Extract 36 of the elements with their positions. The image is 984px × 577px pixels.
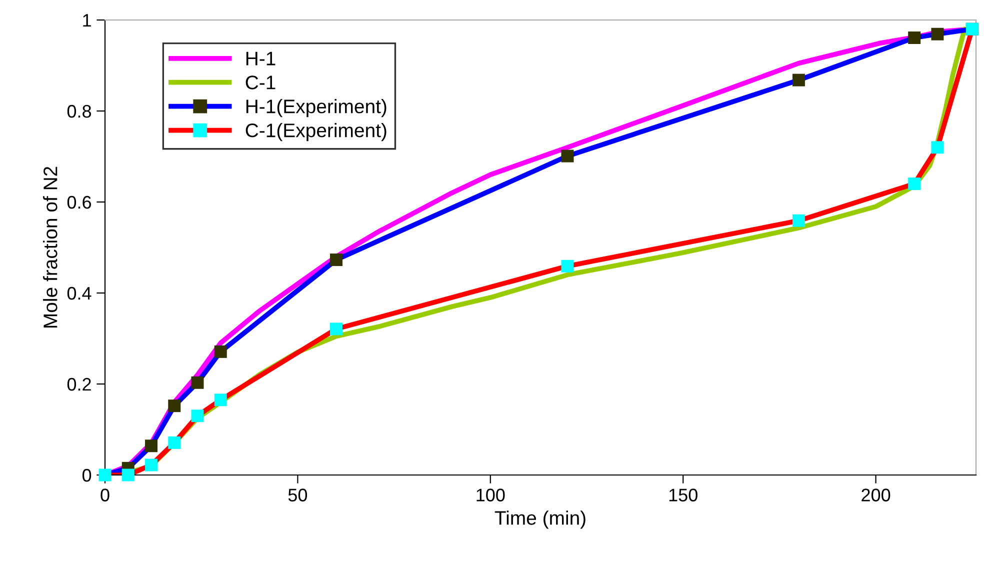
x-tick-label: 150 — [669, 488, 698, 502]
point — [214, 345, 227, 358]
point — [168, 436, 181, 449]
y-tick-label: 0.8 — [67, 104, 92, 118]
point — [214, 394, 227, 406]
x-axis-title: Time (min) — [494, 510, 586, 529]
legend-label: C-1(Experiment) — [246, 122, 386, 142]
y-tick-label: 0.6 — [67, 196, 92, 209]
point — [191, 410, 204, 422]
legend-label: C-1 — [246, 76, 276, 90]
point — [931, 141, 944, 154]
point — [792, 74, 805, 86]
y-tick-label: 0.4 — [67, 286, 92, 300]
point — [144, 440, 158, 452]
point — [330, 322, 342, 336]
point — [122, 468, 134, 482]
point — [144, 458, 158, 472]
point — [908, 31, 921, 44]
point — [191, 376, 204, 389]
y-tick-label: 1 — [83, 14, 91, 27]
x-tick-label: 0 — [100, 488, 110, 502]
point — [168, 400, 181, 412]
point — [330, 254, 342, 266]
y-axis-title: Mole fraction of N2 — [43, 166, 58, 328]
point — [931, 28, 944, 40]
legend-label: H-1 — [246, 52, 276, 66]
point — [561, 260, 574, 272]
y-tick-label: 0 — [82, 468, 92, 482]
point — [908, 178, 921, 190]
x-tick-label: 200 — [862, 488, 890, 502]
legend-label: H-1(Experiment) — [246, 99, 386, 118]
point — [561, 150, 574, 162]
x-tick-label: 50 — [288, 488, 308, 502]
y-tick-label: 0.2 — [67, 378, 91, 391]
point — [792, 214, 805, 227]
x-tick-label: 100 — [476, 488, 505, 502]
